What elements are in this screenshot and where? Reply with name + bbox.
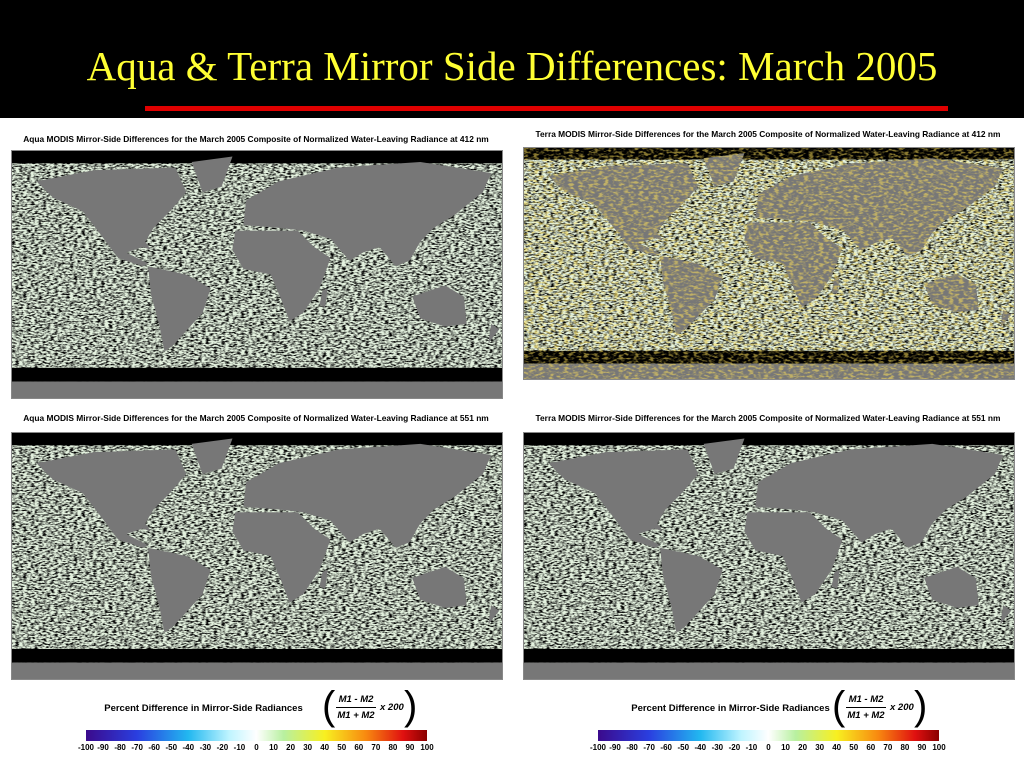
colorbar-tick-label: -90 <box>609 743 621 752</box>
colorbar-tick-label: 90 <box>917 743 927 752</box>
colorbar-tick-label: 60 <box>866 743 876 752</box>
denominator: M1 + M2 <box>847 710 885 721</box>
colorbar-tick-label: -50 <box>165 743 178 752</box>
world-map <box>524 433 1014 679</box>
colorbar-label: Percent Difference in Mirror-Side Radian… <box>104 703 303 714</box>
map-image <box>12 433 502 679</box>
colorbar-label: Percent Difference in Mirror-Side Radian… <box>631 703 830 714</box>
colorbar-tick-label: -10 <box>233 743 246 752</box>
colorbar-tick-label: -20 <box>216 743 229 752</box>
colorbar-tick-label: -70 <box>131 743 143 752</box>
colorbar-tick-label: -70 <box>643 743 655 752</box>
denominator: M1 + M2 <box>337 710 375 721</box>
map-caption: Aqua MODIS Mirror-Side Differences for t… <box>23 413 489 423</box>
map-image <box>524 148 1014 379</box>
numerator: M1 - M2 <box>338 694 374 705</box>
map-caption: Terra MODIS Mirror-Side Differences for … <box>535 129 1001 139</box>
factor: x 200 <box>890 702 914 713</box>
colorbar-tick-label: -10 <box>745 743 758 752</box>
colorbar-tick-label: 0 <box>254 743 259 752</box>
colorbar-tick-label: 30 <box>303 743 313 752</box>
colorbar-tick-label: -80 <box>114 743 126 752</box>
paren-right: ) <box>914 684 928 728</box>
map-caption: Aqua MODIS Mirror-Side Differences for t… <box>23 134 489 144</box>
colorbar-tick-label: -30 <box>199 743 212 752</box>
fraction-bar <box>846 707 886 708</box>
colorbar-gradient <box>598 730 939 741</box>
slide-title: Aqua & Terra Mirror Side Differences: Ma… <box>86 43 938 89</box>
colorbar-tick-label: -30 <box>711 743 724 752</box>
colorbar-tick-label: -20 <box>728 743 741 752</box>
world-map <box>12 433 502 679</box>
colorbar-image <box>598 730 939 741</box>
paren-right: ) <box>404 684 418 728</box>
colorbar-tick-label: -80 <box>626 743 638 752</box>
colorbar-tick-label: 80 <box>900 743 910 752</box>
colorbar-tick-label: 100 <box>420 743 434 752</box>
colorbar-tick-label: 10 <box>781 743 790 752</box>
map <box>11 432 503 680</box>
map-image <box>12 151 502 398</box>
colorbar-tick-label: -50 <box>677 743 690 752</box>
colorbar-gradient <box>86 730 427 741</box>
paren-left: ( <box>832 684 846 728</box>
colorbar-tick-label: 80 <box>388 743 398 752</box>
title-rule <box>145 106 948 111</box>
colorbar-tick-label: 70 <box>371 743 381 752</box>
colorbar-tick-label: 60 <box>354 743 364 752</box>
colorbar-tick-label: -60 <box>660 743 672 752</box>
colorbar-tick-label: 50 <box>337 743 347 752</box>
map-image <box>524 433 1014 679</box>
colorbar-tick-label: -40 <box>182 743 195 752</box>
colorbar-tick-label: -60 <box>148 743 160 752</box>
map <box>523 432 1015 680</box>
colorbar-tick-label: 40 <box>320 743 330 752</box>
colorbar <box>598 730 939 741</box>
map <box>11 150 503 399</box>
colorbar-tick-label: 50 <box>849 743 859 752</box>
colorbar-tick-label: 10 <box>269 743 278 752</box>
numerator: M1 - M2 <box>848 694 884 705</box>
map-caption: Terra MODIS Mirror-Side Differences for … <box>535 413 1001 423</box>
colorbar-tick-label: -40 <box>694 743 707 752</box>
colorbar-tick-label: -100 <box>589 743 607 752</box>
colorbar-tick-label: 40 <box>832 743 842 752</box>
colorbar-tick-label: 0 <box>766 743 771 752</box>
colorbar-image <box>86 730 427 741</box>
colorbar-tick-label: 20 <box>286 743 296 752</box>
colorbar-tick-label: -90 <box>97 743 109 752</box>
factor: x 200 <box>380 702 404 713</box>
colorbar-tick-label: 90 <box>405 743 415 752</box>
paren-left: ( <box>322 684 336 728</box>
world-map <box>12 151 502 398</box>
colorbar-tick-label: -100 <box>77 743 95 752</box>
header: Aqua & Terra Mirror Side Differences: Ma… <box>0 0 1024 118</box>
colorbar-tick-label: 100 <box>932 743 946 752</box>
colorbar-tick-label: 20 <box>798 743 808 752</box>
map <box>523 147 1015 380</box>
colorbar-tick-label: 30 <box>815 743 825 752</box>
colorbar-tick-label: 70 <box>883 743 893 752</box>
fraction-bar <box>336 707 376 708</box>
warm-overlay <box>524 148 1014 379</box>
colorbar <box>86 730 427 741</box>
